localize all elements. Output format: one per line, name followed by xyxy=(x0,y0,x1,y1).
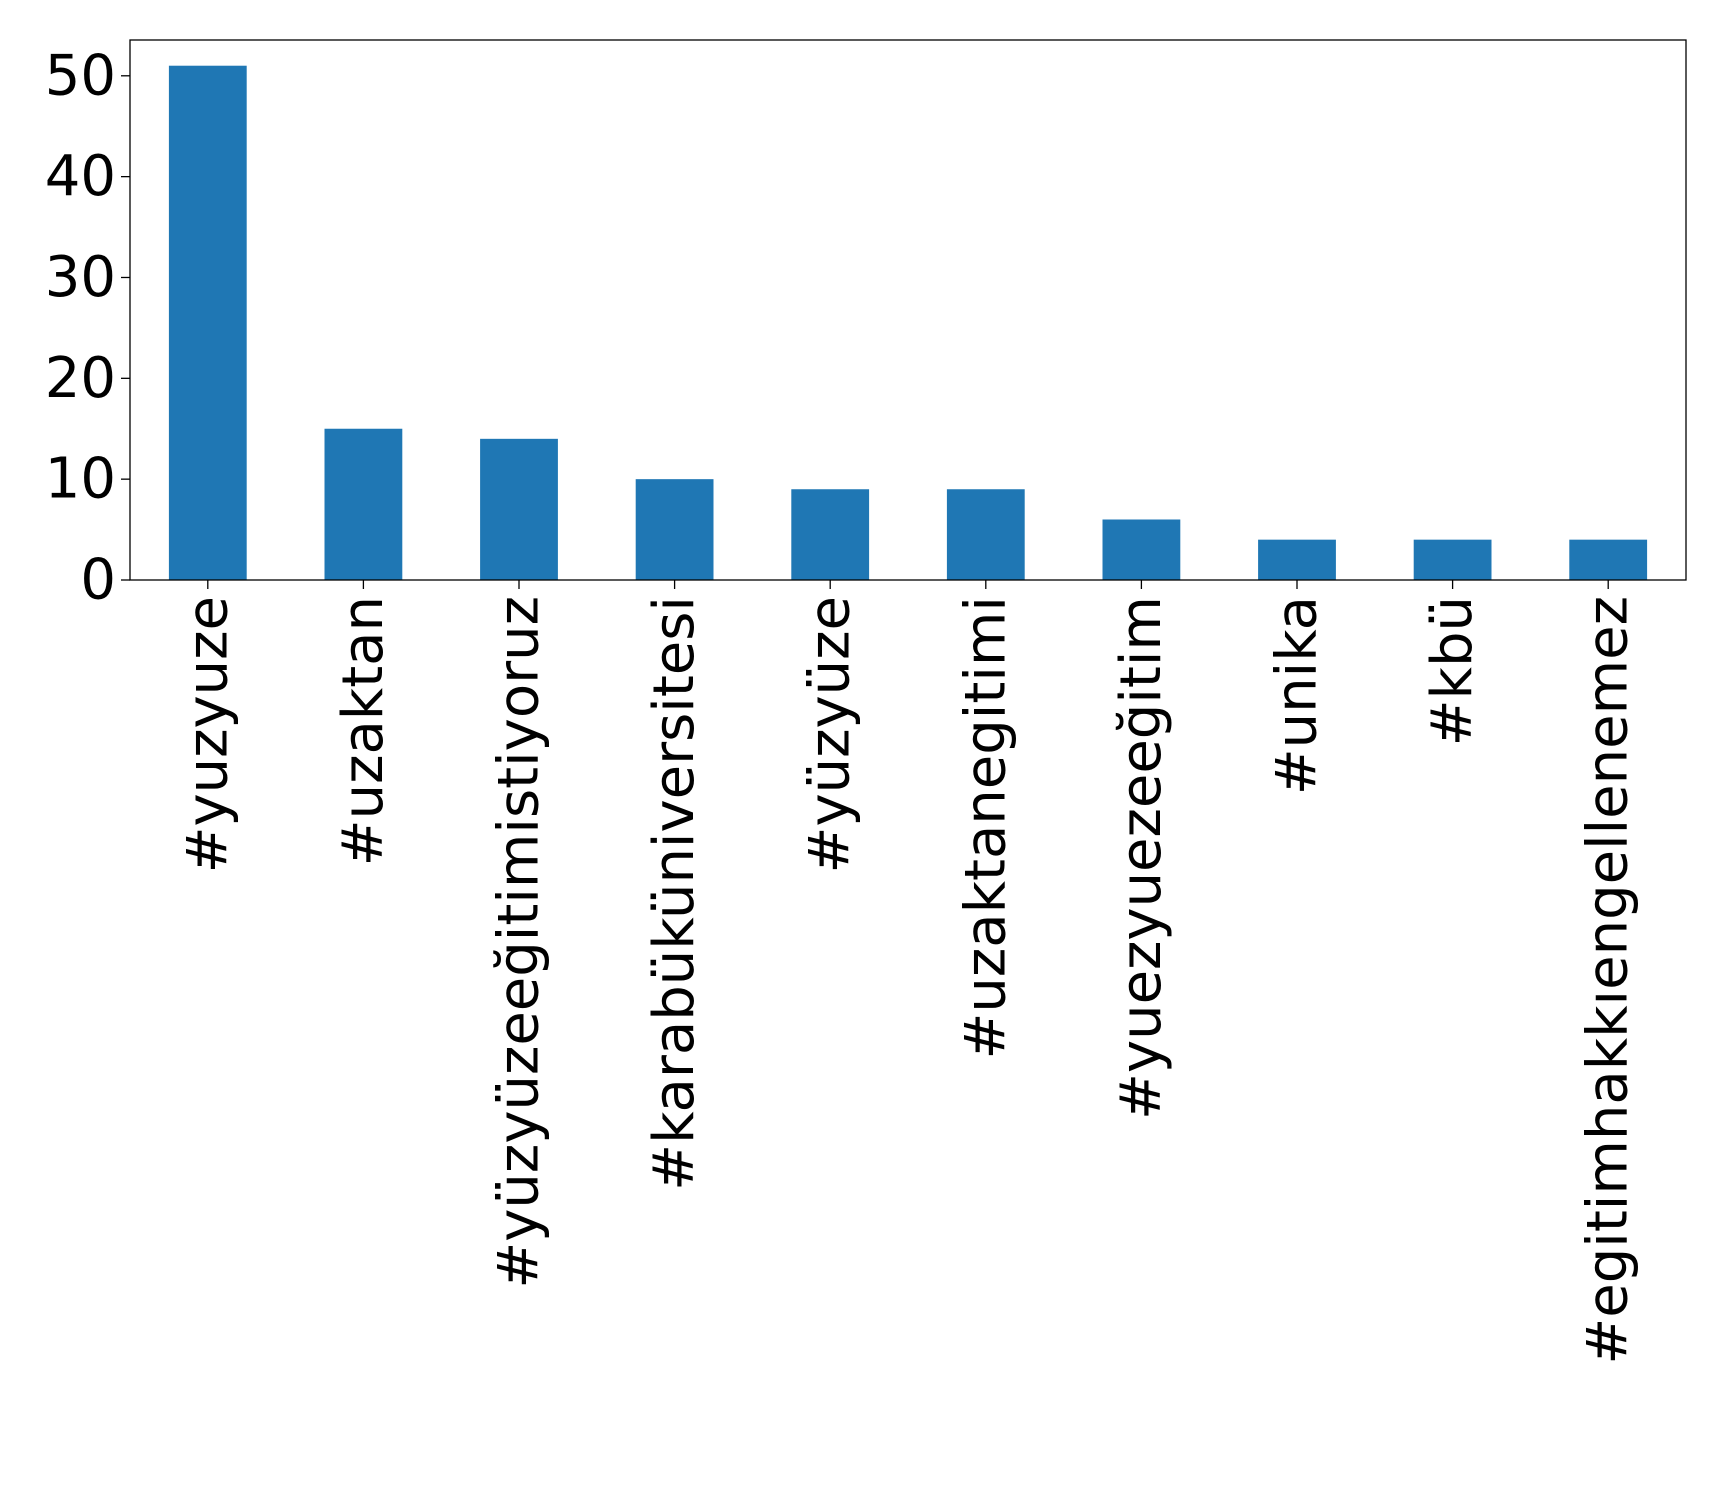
x-tick-label-3: #karabüküniversitesi xyxy=(642,596,707,1191)
bar-7 xyxy=(1258,539,1336,580)
x-tick-label-4: #yüzyüze xyxy=(798,596,863,873)
x-tick-label-9: #egitimhakkıengellenemez xyxy=(1576,596,1641,1365)
x-axis: #yuzyuze #uzaktan #yüzyüzeeğitimistiyoruz #… xyxy=(175,580,1641,1365)
y-axis: 0 10 20 30 40 50 xyxy=(45,43,130,613)
x-tick-label-6: #yuezyuezeeğitim xyxy=(1109,596,1174,1120)
x-tick-label-1: #uzaktan xyxy=(331,596,396,866)
y-tick-label-4: 40 xyxy=(45,144,116,209)
x-tick-label-0: #yuzyuze xyxy=(175,596,240,873)
plot-area-frame xyxy=(129,39,1687,581)
bar-4 xyxy=(791,489,870,580)
bar-9 xyxy=(1569,539,1648,580)
y-tick-label-1: 10 xyxy=(45,447,116,512)
y-tick-label-2: 20 xyxy=(45,346,116,411)
bars-group xyxy=(168,65,1648,580)
bar-5 xyxy=(946,489,1025,580)
y-tick-label-5: 50 xyxy=(45,43,116,108)
y-tick-label-0: 0 xyxy=(80,548,116,613)
bar-6 xyxy=(1102,519,1181,580)
bar-8 xyxy=(1413,539,1492,580)
bar-0 xyxy=(168,65,247,580)
bar-3 xyxy=(635,479,714,580)
y-tick-label-3: 30 xyxy=(45,245,116,310)
x-tick-label-8: #kbü xyxy=(1420,596,1485,746)
x-tick-label-2: #yüzyüzeeğitimistiyoruz xyxy=(487,596,552,1289)
bar-1 xyxy=(324,428,403,580)
x-tick-label-7: #unika xyxy=(1265,596,1330,795)
x-tick-label-5: #uzaktanegitimi xyxy=(953,596,1018,1060)
bar-2 xyxy=(480,438,558,580)
